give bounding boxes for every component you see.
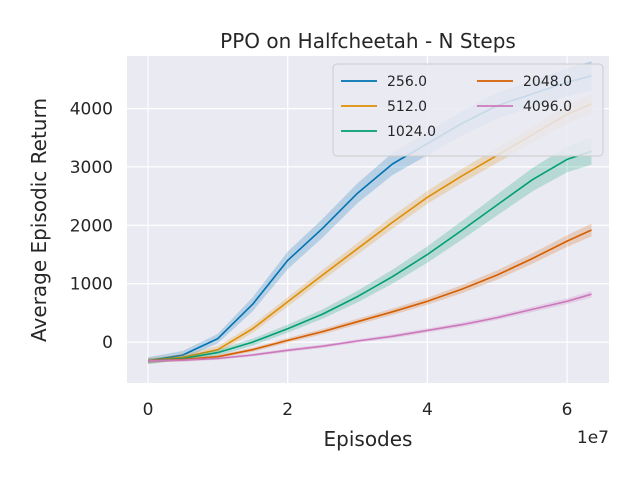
y-tick-label: 3000 <box>70 158 113 178</box>
y-tick-label: 1000 <box>70 275 113 295</box>
x-tick-label: 4 <box>422 400 433 420</box>
legend-label-4096.0: 4096.0 <box>523 99 572 115</box>
tick-labels: 0 2 4 6 0 1000 2000 3000 4000 <box>70 100 573 420</box>
chart-title: PPO on Halfcheetah - N Steps <box>220 29 516 53</box>
y-tick-label: 0 <box>102 333 113 353</box>
y-tick-label: 2000 <box>70 216 113 236</box>
legend-frame <box>332 63 604 157</box>
legend-label-1024.0: 1024.0 <box>387 124 436 140</box>
y-tick-label: 4000 <box>70 100 113 120</box>
x-axis-label: Episodes <box>324 427 413 451</box>
x-tick-label: 6 <box>562 400 573 420</box>
series-band-1024.0 <box>148 137 592 364</box>
x-tick-label: 2 <box>282 400 293 420</box>
x-axis-offset: 1e7 <box>577 428 609 448</box>
x-tick-label: 0 <box>143 400 154 420</box>
y-axis-label: Average Episodic Return <box>27 98 51 342</box>
legend-label-512.0: 512.0 <box>387 99 427 115</box>
series-band-512.0 <box>148 94 592 364</box>
legend-label-256.0: 256.0 <box>387 74 427 90</box>
legend-items: 256.0 512.0 1024.0 2048.0 4096.0 <box>341 74 572 140</box>
series-line-2048.0 <box>147 229 592 362</box>
legend: 256.0 512.0 1024.0 2048.0 4096.0 <box>332 63 604 157</box>
legend-label-2048.0: 2048.0 <box>523 74 572 90</box>
series-line-1024.0 <box>147 150 592 362</box>
series-line-4096.0 <box>147 293 592 362</box>
